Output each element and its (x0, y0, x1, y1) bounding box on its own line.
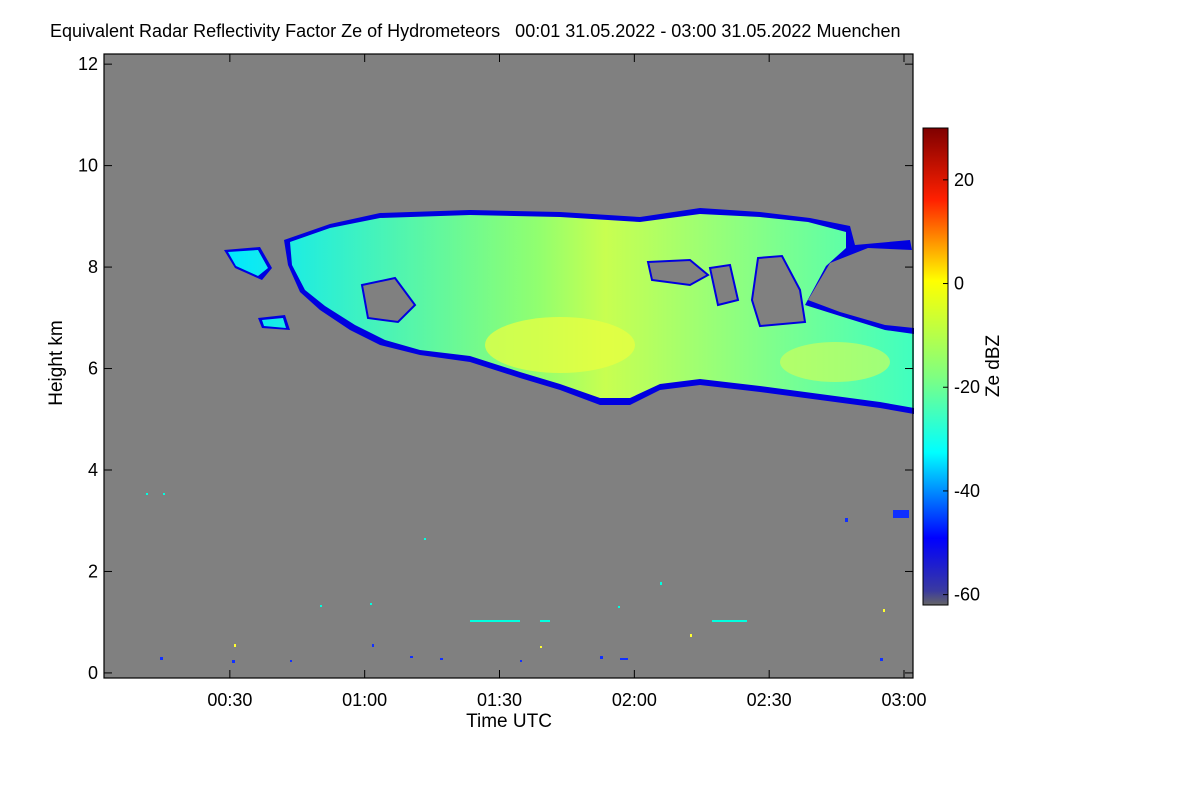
x-tick-label: 01:00 (342, 690, 387, 710)
y-tick-label: 12 (78, 54, 98, 74)
y-tick-label: 0 (88, 663, 98, 683)
colorbar-gradient (922, 127, 949, 606)
x-tick-label: 01:30 (477, 690, 522, 710)
cloud-core-secondary (780, 342, 890, 382)
y-tick-label: 8 (88, 257, 98, 277)
cloud-gap (360, 254, 807, 328)
x-tick-label: 02:00 (612, 690, 657, 710)
chart-title: Equivalent Radar Reflectivity Factor Ze … (50, 21, 901, 41)
yellow-echoes (234, 609, 885, 648)
y-axis: 0 2 4 6 8 10 12 (78, 54, 913, 683)
colorbar-tick-label: -60 (954, 585, 980, 605)
colorbar-ticks: 20 0 -20 -40 -60 (943, 170, 980, 605)
colorbar-tick-label: -20 (954, 377, 980, 397)
cloud-layer (146, 208, 914, 663)
colorbar-tick-label: -40 (954, 481, 980, 501)
colorbar-label: Ze dBZ (983, 334, 1004, 397)
colorbar: 20 0 -20 -40 -60 Ze dBZ (922, 127, 1004, 606)
cloud-core (485, 317, 635, 373)
plot-frame (103, 53, 914, 679)
cloud-body (228, 214, 914, 408)
colorbar-tick-label: 20 (954, 170, 974, 190)
y-axis-label: Height km (46, 320, 67, 406)
x-tick-label: 03:00 (881, 690, 926, 710)
x-axis: 00:30 01:00 01:30 02:00 02:30 03:00 (207, 54, 927, 710)
y-tick-label: 2 (88, 561, 98, 581)
y-tick-label: 4 (88, 460, 98, 480)
colorbar-tick-label: 0 (954, 274, 964, 294)
x-axis-label: Time UTC (466, 711, 552, 732)
x-tick-label: 02:30 (747, 690, 792, 710)
x-tick-label: 00:30 (207, 690, 252, 710)
scattered-echoes (146, 493, 747, 622)
ground-clutter (160, 510, 909, 663)
y-tick-label: 6 (88, 359, 98, 379)
y-tick-label: 10 (78, 156, 98, 176)
